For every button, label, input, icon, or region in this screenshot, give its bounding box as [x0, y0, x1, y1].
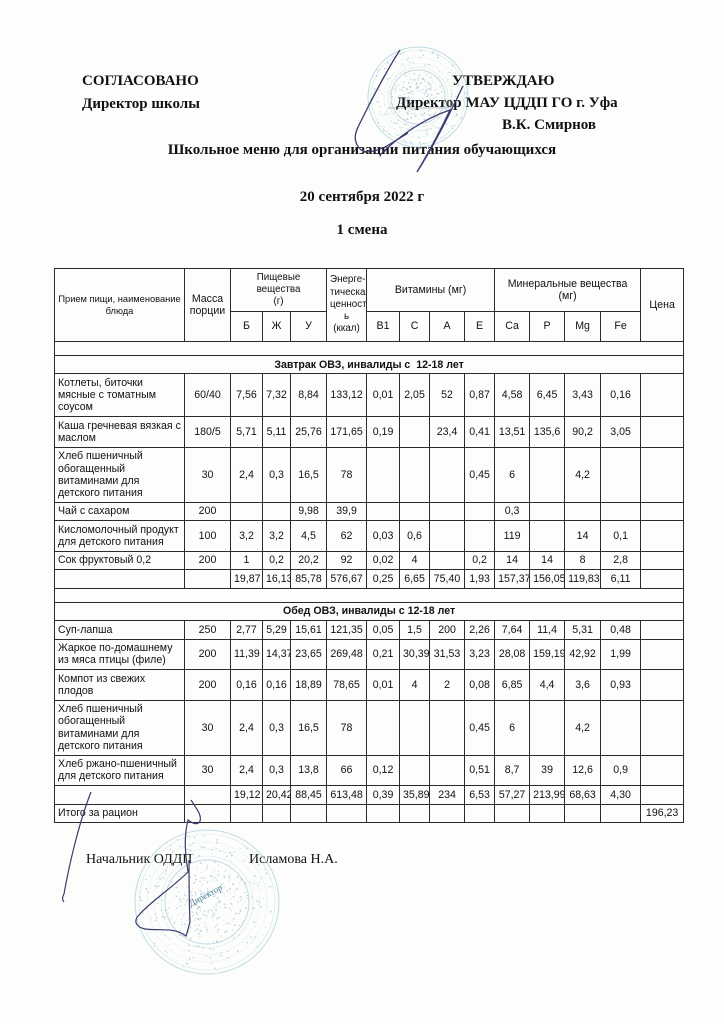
svg-text:Директор: Директор: [187, 882, 224, 908]
